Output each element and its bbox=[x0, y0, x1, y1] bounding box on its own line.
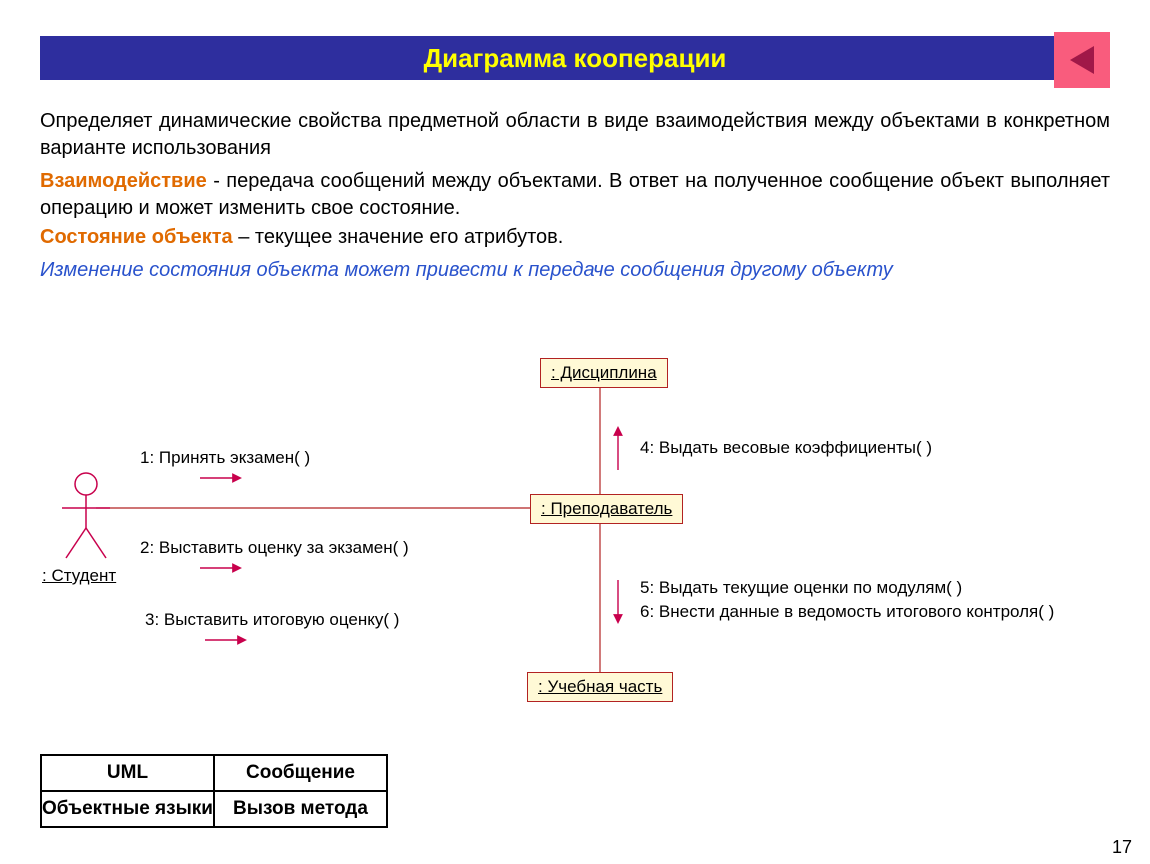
term2-paragraph: Состояние объекта – текущее значение его… bbox=[40, 224, 1110, 251]
actor-icon bbox=[56, 472, 116, 562]
previous-slide-button[interactable] bbox=[1054, 32, 1110, 88]
msg-4: 4: Выдать весовые коэффициенты( ) bbox=[640, 438, 932, 458]
term2-rest: – текущее значение его атрибутов. bbox=[233, 226, 564, 248]
page-number: 17 bbox=[1112, 837, 1132, 858]
cell-message: Сообщение bbox=[214, 755, 387, 791]
description-block: Определяет динамические свойства предмет… bbox=[40, 108, 1110, 290]
cell-method: Вызов метода bbox=[214, 791, 387, 827]
node-uchch: : Учебная часть bbox=[527, 672, 673, 702]
actor-label: : Студент bbox=[42, 566, 116, 586]
msg-3: 3: Выставить итоговую оценку( ) bbox=[145, 610, 399, 630]
slide-title: Диаграмма кооперации bbox=[424, 43, 727, 74]
node-teacher: : Преподаватель bbox=[530, 494, 683, 524]
intro-paragraph: Определяет динамические свойства предмет… bbox=[40, 108, 1110, 162]
msg-6: 6: Внести данные в ведомость итогового к… bbox=[640, 602, 1054, 622]
triangle-left-icon bbox=[1064, 42, 1100, 78]
term1: Взаимодействие bbox=[40, 170, 207, 192]
table-row: Объектные языки Вызов метода bbox=[41, 791, 387, 827]
msg-2: 2: Выставить оценку за экзамен( ) bbox=[140, 538, 409, 558]
term2: Состояние объекта bbox=[40, 226, 233, 248]
collaboration-diagram: : Студент : Дисциплина : Преподаватель :… bbox=[40, 340, 1110, 730]
cell-olang: Объектные языки bbox=[41, 791, 214, 827]
term1-paragraph: Взаимодействие - передача сообщений межд… bbox=[40, 168, 1110, 222]
table-row: UML Сообщение bbox=[41, 755, 387, 791]
cell-uml: UML bbox=[41, 755, 214, 791]
terminology-table: UML Сообщение Объектные языки Вызов мето… bbox=[40, 754, 388, 828]
title-bar: Диаграмма кооперации bbox=[40, 36, 1110, 80]
msg-5: 5: Выдать текущие оценки по модулям( ) bbox=[640, 578, 962, 598]
node-discipline: : Дисциплина bbox=[540, 358, 668, 388]
msg-1: 1: Принять экзамен( ) bbox=[140, 448, 310, 468]
italic-note: Изменение состояния объекта может привес… bbox=[40, 257, 1110, 284]
